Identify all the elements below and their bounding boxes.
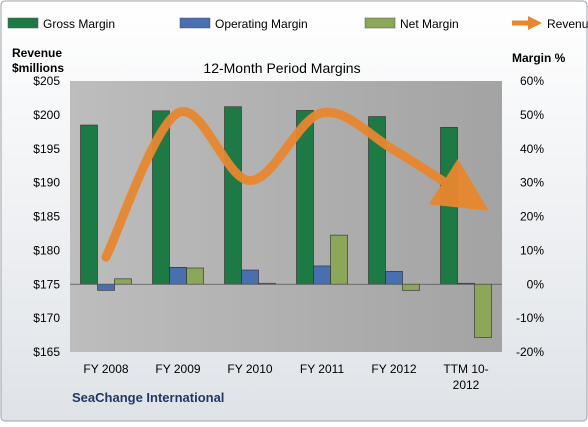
- chart-title: 12-Month Period Margins: [203, 60, 360, 76]
- bar-gross: [440, 127, 458, 285]
- bar-gross: [80, 124, 98, 285]
- right-axis: 60% 50% 40% 30% 20% 10% 0% -10% -20%: [516, 74, 544, 359]
- right-tick-label: -10%: [516, 311, 544, 325]
- right-tick-label: -20%: [516, 345, 544, 359]
- legend-label-gross: Gross Margin: [43, 17, 115, 31]
- left-axis-title-line2: $millions: [12, 61, 64, 75]
- legend-arrow-revenues: [528, 16, 542, 30]
- bar-net: [186, 267, 204, 285]
- legend-swatch-net: [364, 17, 396, 29]
- bar-net: [330, 234, 348, 285]
- right-tick-label: 50%: [520, 108, 544, 122]
- right-tick-label: 0%: [527, 277, 545, 291]
- plot-area: [70, 81, 502, 352]
- left-axis-title-line1: Revenue: [12, 46, 62, 60]
- left-tick-label: $180: [33, 243, 60, 257]
- left-axis: $205 $200 $195 $190 $185 $180 $175 $170 $165: [33, 74, 60, 359]
- bar-net: [114, 278, 132, 285]
- right-tick-label: 10%: [520, 243, 544, 257]
- legend-label-revenues: Revenues: [547, 17, 588, 31]
- bar-net: [402, 283, 420, 291]
- revenue-line-series: [101, 107, 489, 262]
- bar-operating: [385, 271, 403, 285]
- category-label: FY 2011: [300, 362, 345, 376]
- legend: Gross Margin Operating Margin Net Margin Re…: [7, 16, 588, 31]
- left-tick-label: $205: [33, 74, 60, 88]
- bar-operating: [169, 267, 187, 285]
- category-axis: FY 2008 FY 2009 FY 2010 FY 2011 FY 2012 TTM 1…: [83, 362, 488, 392]
- right-tick-label: 60%: [520, 74, 544, 88]
- category-label: FY 2012: [371, 362, 416, 376]
- right-tick-label: 20%: [520, 210, 544, 224]
- bar-operating: [97, 283, 115, 291]
- revenue-line: [101, 107, 489, 262]
- bar-operating: [241, 269, 259, 285]
- category-label: TTM 10-: [443, 362, 488, 376]
- bar-gross: [224, 106, 242, 285]
- legend-swatch-operating: [179, 17, 211, 29]
- bar-series: [80, 106, 492, 338]
- left-tick-label: $175: [33, 277, 60, 291]
- bar-operating: [313, 265, 331, 285]
- category-label: FY 2008: [83, 362, 128, 376]
- left-tick-label: $190: [33, 176, 60, 190]
- legend-swatch-gross: [7, 17, 39, 29]
- category-label-line2: 2012: [453, 378, 480, 392]
- left-tick-label: $170: [33, 311, 60, 325]
- bar-net: [474, 283, 492, 338]
- right-axis-title: Margin %: [512, 51, 566, 65]
- company-name: SeaChange International: [72, 390, 224, 405]
- legend-label-net: Net Margin: [400, 17, 459, 31]
- legend-label-operating: Operating Margin: [215, 17, 308, 31]
- left-tick-label: $165: [33, 345, 60, 359]
- category-label: FY 2009: [155, 362, 200, 376]
- left-tick-label: $200: [33, 108, 60, 122]
- right-tick-label: 40%: [520, 142, 544, 156]
- left-tick-label: $195: [33, 142, 60, 156]
- right-tick-label: 30%: [520, 176, 544, 190]
- category-label: FY 2010: [227, 362, 272, 376]
- left-tick-label: $185: [33, 210, 60, 224]
